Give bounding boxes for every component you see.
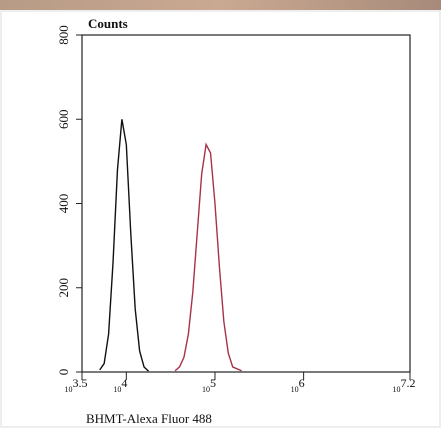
x-tick-label: 106 <box>291 376 305 394</box>
panel-border <box>0 10 441 428</box>
tick-exponent: 3.5 <box>73 376 88 390</box>
x-tick-label: 104 <box>113 376 127 394</box>
tick-base: 10 <box>202 385 210 394</box>
chart-title: Counts <box>88 16 128 31</box>
y-tick-label: 0 <box>56 369 71 376</box>
y-tick-label: 600 <box>56 110 71 130</box>
y-tick-label: 800 <box>56 25 71 45</box>
plot-frame <box>81 34 411 373</box>
histogram-line <box>174 142 242 372</box>
x-tick-label: 107.2 <box>393 376 416 394</box>
tick-base: 10 <box>65 385 73 394</box>
x-tick-label: 103.5 <box>65 376 88 394</box>
tick-exponent: 6 <box>299 376 305 390</box>
tick-base: 10 <box>291 385 299 394</box>
tick-exponent: 7.2 <box>401 376 416 390</box>
y-tick-label: 400 <box>56 194 71 214</box>
histogram-line <box>99 119 149 372</box>
tick-exponent: 4 <box>121 376 127 390</box>
y-tick-label: 200 <box>56 278 71 298</box>
tick-exponent: 5 <box>210 376 216 390</box>
tick-base: 10 <box>393 385 401 394</box>
x-tick-label: 105 <box>202 376 216 394</box>
tick-base: 10 <box>113 385 121 394</box>
x-axis-label: BHMT-Alexa Fluor 488 <box>86 411 212 426</box>
photo-strip <box>0 0 441 10</box>
